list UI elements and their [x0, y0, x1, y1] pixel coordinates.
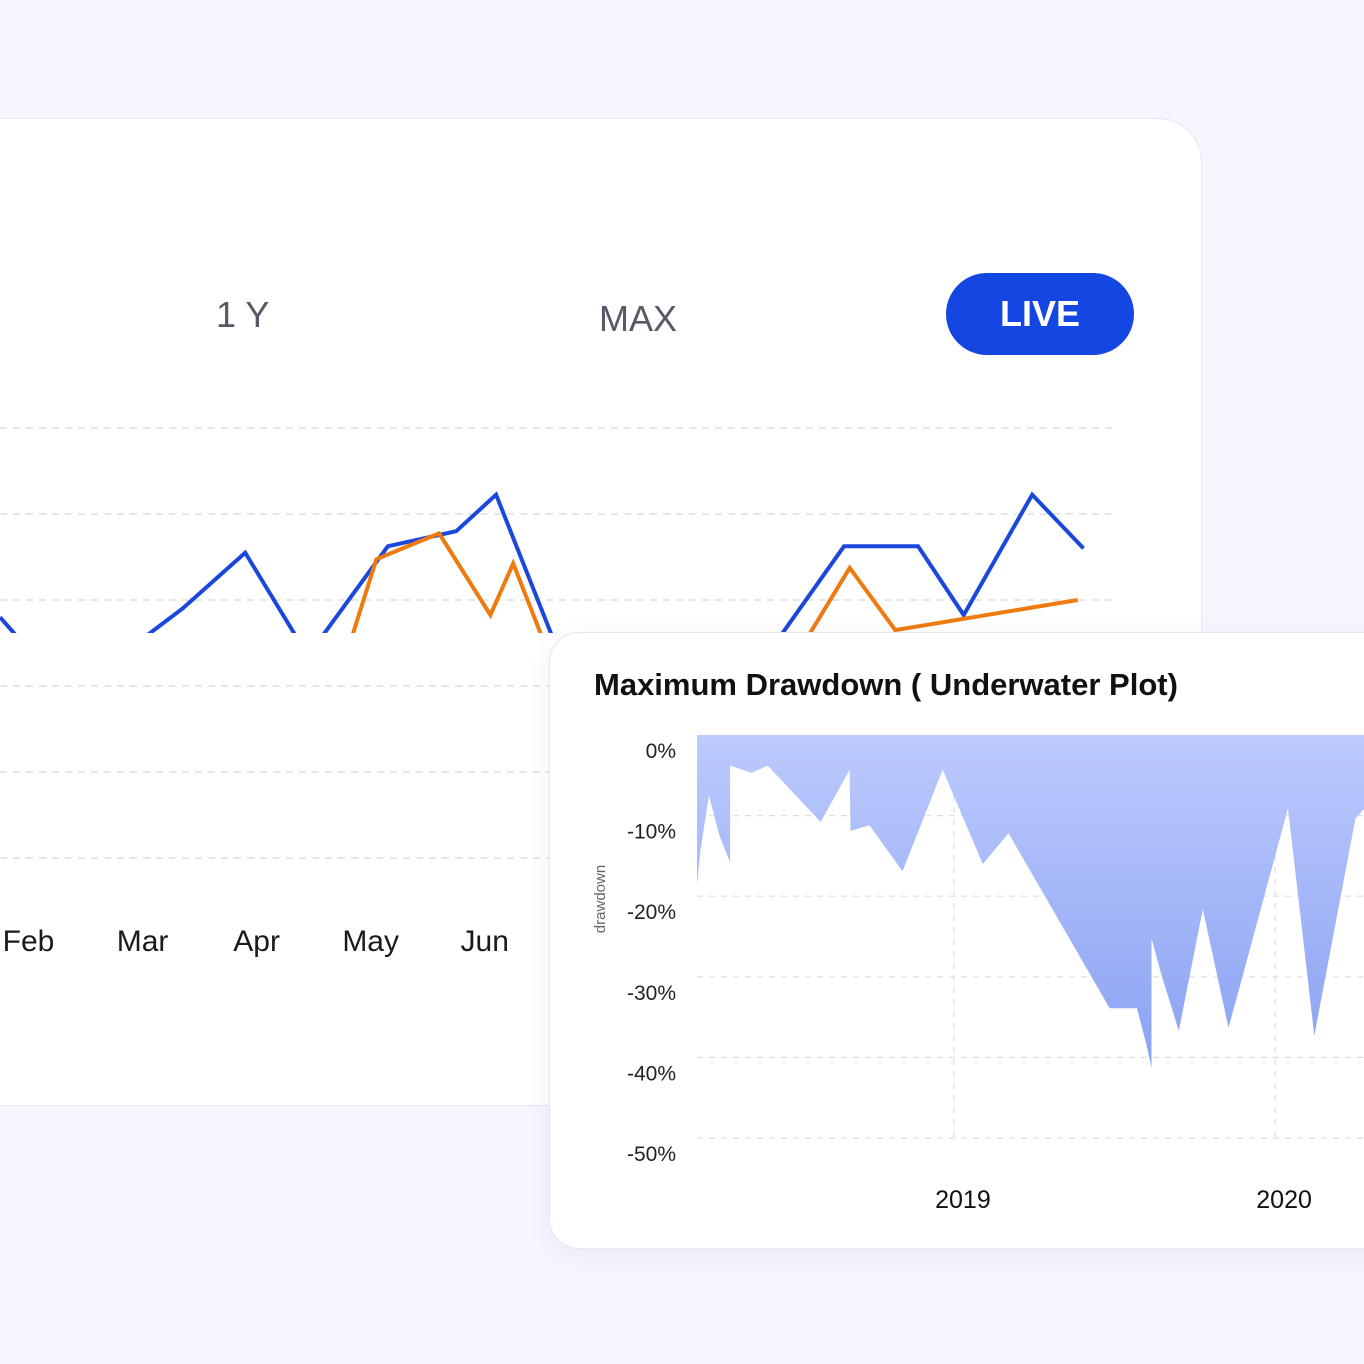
- x-tick-label: Feb: [3, 925, 55, 958]
- x-tick-label: May: [342, 925, 399, 958]
- drawdown-area: [697, 735, 1364, 1068]
- x-tick-label: Mar: [117, 925, 169, 958]
- drawdown-area-chart: 0% -10% -20% -30% -40% -50% 2019 2020 drawdown: [592, 735, 1364, 1214]
- range-1y-button[interactable]: 1 Y: [216, 294, 270, 335]
- main-series-group: [0, 491, 1085, 633]
- series-line-orange: [351, 530, 1079, 633]
- y-tick-label: -40%: [627, 1062, 676, 1085]
- drawdown-card: Maximum Drawdown ( Underwater Plot) 0% -1…: [549, 632, 1364, 1249]
- drawdown-title: Maximum Drawdown ( Underwater Plot): [594, 667, 1178, 702]
- y-tick-label: -10%: [627, 821, 676, 844]
- x-tick-label: 2020: [1256, 1186, 1312, 1214]
- series-line-blue: [0, 491, 1085, 633]
- y-tick-label: -50%: [627, 1143, 676, 1166]
- y-tick-label: -20%: [627, 901, 676, 924]
- x-tick-label: Jun: [461, 925, 509, 958]
- y-tick-label: 0%: [646, 740, 676, 763]
- y-axis-label: drawdown: [592, 865, 609, 933]
- range-max-button[interactable]: MAX: [599, 298, 678, 339]
- y-tick-label: -30%: [627, 982, 676, 1005]
- x-tick-label: 2019: [935, 1186, 991, 1214]
- x-tick-label: Apr: [233, 925, 280, 958]
- range-live-button[interactable]: LIVE: [946, 273, 1134, 355]
